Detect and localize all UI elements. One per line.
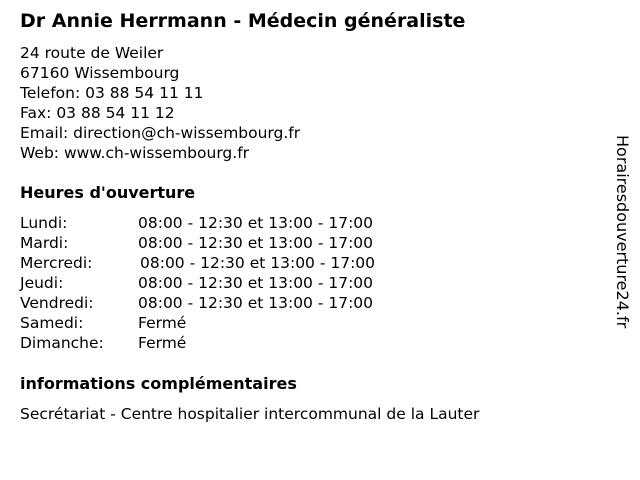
hours-table: Lundi: 08:00 - 12:30 et 13:00 - 17:00 Mar… [20,213,440,353]
hours-row: Lundi: 08:00 - 12:30 et 13:00 - 17:00 [20,213,440,233]
hours-row: Samedi: Fermé [20,313,440,333]
website: Web: www.ch-wissembourg.fr [20,144,250,162]
email: Email: direction@ch-wissembourg.fr [20,124,301,142]
day: Dimanche: [20,334,104,352]
time: Fermé [138,314,187,332]
time: 08:00 - 12:30 et 13:00 - 17:00 [138,234,374,252]
fax: Fax: 03 88 54 11 12 [20,104,175,122]
phone: Telefon: 03 88 54 11 11 [20,84,204,102]
info-text: Secrétariat - Centre hospitalier interco… [20,405,480,423]
day: Lundi: [20,214,68,232]
time: 08:00 - 12:30 et 13:00 - 17:00 [140,254,376,272]
day: Mardi: [20,234,69,252]
hours-row: Jeudi: 08:00 - 12:30 et 13:00 - 17:00 [20,273,440,293]
day: Samedi: [20,314,84,332]
hours-row: Mardi: 08:00 - 12:30 et 13:00 - 17:00 [20,233,440,253]
hours-heading: Heures d'ouverture [20,183,196,202]
contact-block: 24 route de Weiler 67160 Wissembourg Tel… [20,43,300,163]
page-title: Dr Annie Herrmann - Médecin généraliste [20,10,466,32]
time: 08:00 - 12:30 et 13:00 - 17:00 [138,294,374,312]
hours-row: Dimanche: Fermé [20,333,440,353]
day: Vendredi: [20,294,94,312]
hours-row: Mercredi: 08:00 - 12:30 et 13:00 - 17:00 [20,253,440,273]
day: Jeudi: [20,274,64,292]
hours-row: Vendredi: 08:00 - 12:30 et 13:00 - 17:00 [20,293,440,313]
info-heading: informations complémentaires [20,374,297,393]
watermark: Horairesdouverture24.fr [613,135,632,329]
time: Fermé [138,334,187,352]
time: 08:00 - 12:30 et 13:00 - 17:00 [138,274,374,292]
day: Mercredi: [20,254,93,272]
street: 24 route de Weiler [20,44,164,62]
time: 08:00 - 12:30 et 13:00 - 17:00 [138,214,374,232]
city: 67160 Wissembourg [20,64,180,82]
